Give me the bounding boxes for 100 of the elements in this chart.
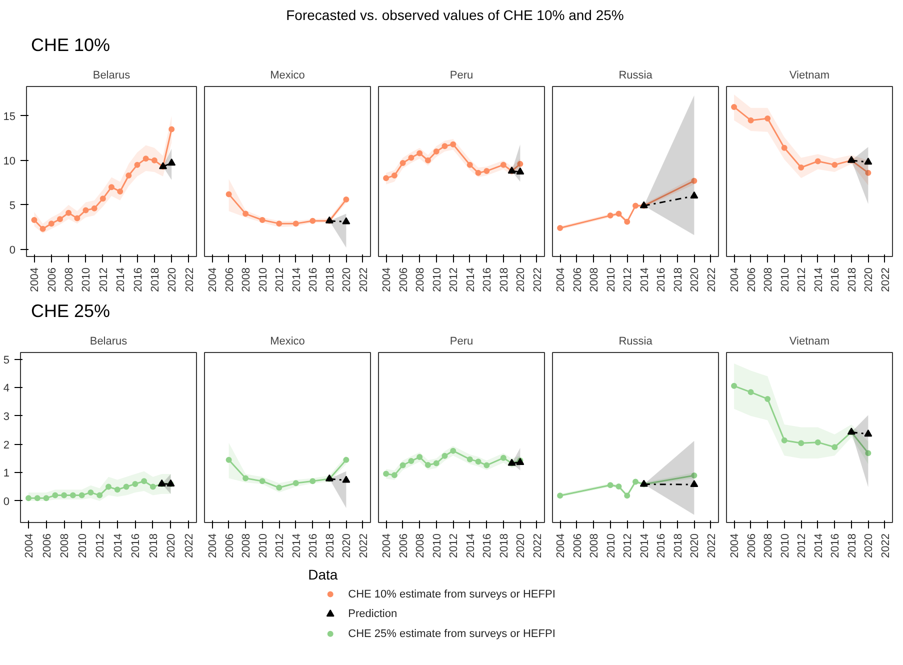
legend-label: CHE 25% estimate from surveys or HEFPI xyxy=(348,628,556,640)
x-tick-label: 2008 xyxy=(414,267,427,292)
y-tick-label: 4 xyxy=(3,382,10,395)
x-tick-label: 2018 xyxy=(846,533,858,558)
point xyxy=(624,492,630,499)
point xyxy=(731,382,738,389)
x-tick-label: 2010 xyxy=(605,533,618,558)
x-tick-label: 2020 xyxy=(515,267,528,292)
x-tick-label: 2014 xyxy=(290,533,303,558)
x-tick-label: 2004 xyxy=(207,533,220,558)
point xyxy=(134,162,140,168)
y-tick-label: 1 xyxy=(3,468,10,480)
y-tick-label: 5 xyxy=(3,354,10,366)
x-tick-label: 2010 xyxy=(779,533,792,558)
x-tick-label: 2016 xyxy=(482,267,494,292)
point xyxy=(557,225,564,232)
x-tick-label: 2014 xyxy=(812,267,825,292)
x-tick-label: 2004 xyxy=(207,267,220,292)
point xyxy=(731,104,738,110)
x-tick-label: 2018 xyxy=(324,267,336,292)
x-tick-label: 2012 xyxy=(94,533,107,558)
point xyxy=(442,452,448,459)
point xyxy=(142,156,149,162)
x-tick-label: 2006 xyxy=(746,533,758,558)
point xyxy=(865,450,872,456)
point xyxy=(814,439,821,446)
chart-title: Mexico xyxy=(270,336,305,348)
x-tick-label: 2014 xyxy=(464,267,477,292)
x-tick-label: 2004 xyxy=(555,267,568,292)
x-tick-label: 2022 xyxy=(880,533,892,558)
chart-title: Belarus xyxy=(90,336,128,348)
point xyxy=(607,212,614,219)
x-tick-label: 2008 xyxy=(762,267,775,292)
x-tick-label: 2004 xyxy=(381,267,394,292)
point xyxy=(31,217,38,224)
x-tick-label: 2006 xyxy=(572,533,584,558)
point xyxy=(781,437,788,444)
x-tick-label: 2010 xyxy=(431,267,444,292)
x-tick-label: 2006 xyxy=(572,267,584,292)
x-tick-label: 2016 xyxy=(656,533,668,558)
x-tick-label: 2022 xyxy=(184,533,196,558)
x-tick-label: 2014 xyxy=(115,267,128,292)
point xyxy=(450,448,456,454)
x-tick-label: 2018 xyxy=(498,267,510,292)
x-tick-label: 2014 xyxy=(464,533,477,558)
point xyxy=(310,478,316,484)
point xyxy=(276,484,282,491)
point xyxy=(764,396,771,402)
x-tick-label: 2022 xyxy=(706,533,718,558)
y-tick-label: 15 xyxy=(3,110,16,123)
chart-title: Peru xyxy=(450,70,474,82)
point xyxy=(168,126,175,132)
x-tick-label: 2004 xyxy=(29,267,42,292)
x-tick-label: 2020 xyxy=(689,267,702,292)
x-tick-label: 2020 xyxy=(341,533,354,558)
y-tick-label: 3 xyxy=(3,410,10,423)
x-tick-label: 2020 xyxy=(341,267,354,292)
point xyxy=(416,454,423,460)
x-tick-label: 2020 xyxy=(689,533,702,558)
point xyxy=(108,184,114,190)
x-tick-label: 2016 xyxy=(132,267,144,292)
x-tick-label: 2008 xyxy=(414,533,427,558)
chart-title: Peru xyxy=(450,336,474,348)
y-tick-label: 0 xyxy=(9,244,16,256)
x-tick-label: 2012 xyxy=(448,533,460,558)
point xyxy=(292,220,299,227)
x-tick-label: 2006 xyxy=(41,533,54,558)
point xyxy=(242,475,249,482)
x-tick-label: 2010 xyxy=(431,533,444,558)
x-tick-label: 2010 xyxy=(80,267,93,292)
x-tick-label: 2018 xyxy=(672,533,684,558)
legend-title: Data xyxy=(308,566,338,582)
point xyxy=(343,456,350,463)
point xyxy=(259,217,266,224)
chart-title: Russia xyxy=(618,336,654,348)
x-tick-label: 2012 xyxy=(274,533,286,558)
x-tick-label: 2022 xyxy=(532,267,544,292)
point xyxy=(259,478,266,484)
y-tick-label: 2 xyxy=(3,439,10,452)
chart-title: Vietnam xyxy=(789,70,830,82)
point xyxy=(383,175,390,182)
y-tick-label: 5 xyxy=(9,200,16,212)
point xyxy=(500,454,506,461)
x-tick-label: 2022 xyxy=(184,267,196,292)
x-tick-label: 2004 xyxy=(729,533,742,558)
point xyxy=(82,207,89,214)
point xyxy=(557,492,564,499)
point xyxy=(416,150,423,156)
point xyxy=(832,162,838,168)
y-tick-label: 0 xyxy=(3,496,10,508)
x-tick-label: 2008 xyxy=(762,533,775,558)
point xyxy=(798,440,804,446)
point xyxy=(408,458,414,464)
text: CHE 25% xyxy=(31,300,110,323)
point xyxy=(865,170,872,176)
point xyxy=(764,116,771,122)
x-tick-label: 2020 xyxy=(863,533,876,558)
point xyxy=(424,157,431,164)
point xyxy=(151,157,158,164)
x-tick-label: 2020 xyxy=(166,267,179,292)
